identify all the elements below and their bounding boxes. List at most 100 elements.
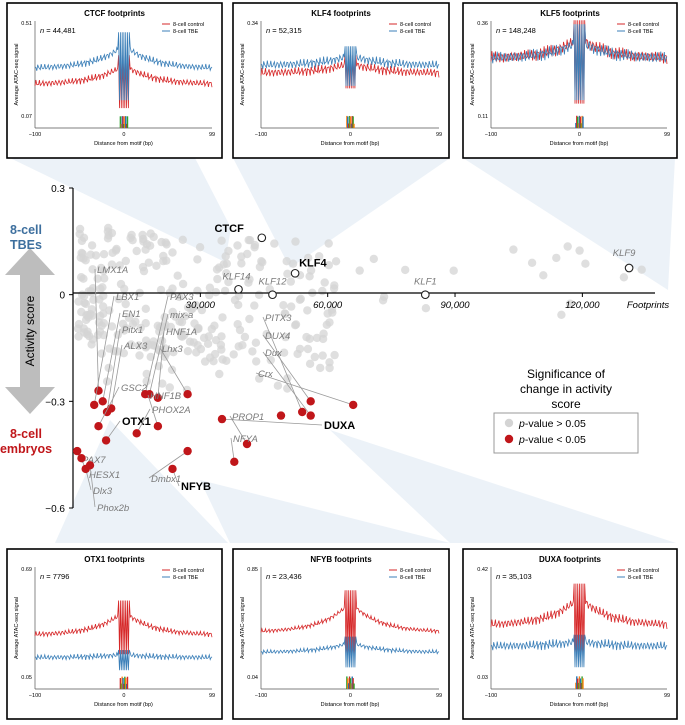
significant-point [98,397,107,406]
nonsignificant-point [318,334,328,344]
inset-title: NFYB footprints [310,555,372,564]
nonsignificant-point [224,277,233,287]
nonsignificant-point [218,313,227,322]
callout-wedge-3 [55,420,228,543]
labeled-point [234,284,243,294]
nonsignificant-point [141,304,150,313]
nonsignificant-point [245,236,255,245]
significant-point-label: LBX1 [116,292,139,303]
legend-box [493,412,639,454]
significant-point-label: NFYA [233,434,258,445]
inset-motif-bar [575,682,577,689]
inset-series-line [490,583,668,657]
nonsignificant-point [159,251,168,261]
significant-point-label: PHOX2A [152,405,191,416]
y-axis-label: Activity score [23,295,37,366]
legend-p-label: p [518,418,525,430]
nonsignificant-point [302,332,311,342]
inset-y-label: Average ATAC-seq signal [240,43,246,105]
inset-legend-label: 8-cell TBE [400,29,426,35]
inset-motif-bar [353,683,355,689]
inset-motif-bar [124,116,126,128]
nonsignificant-point [107,322,117,331]
inset-klf4-footprints: KLF4 footprints 0.34 Average ATAC-seq sign… [232,2,450,159]
inset-motif-bar [349,116,352,128]
nonsignificant-point [161,238,170,247]
nonsignificant-point [279,301,288,310]
nonsignificant-point [180,330,189,340]
nonsignificant-point [102,377,112,386]
nonsignificant-point [282,257,291,266]
significant-point-label: Lhx3 [162,344,183,355]
inset-motif-bar [123,124,125,128]
inset-motif-bar [580,123,582,128]
leader-line [221,418,323,426]
inset-motif-bar [576,116,579,128]
nonsignificant-points [73,223,646,395]
significant-point-label: ALX3 [123,341,148,352]
inset-motif-bar [347,683,350,689]
nonsignificant-point [575,246,584,255]
inset-title: OTX1 footprints [84,555,145,564]
inset-legend-label: 8-cell TBE [173,29,199,35]
inset-y-tick-top: 0.36 [477,21,488,27]
legend-marker-1 [504,434,514,444]
nonsignificant-point [104,223,113,233]
inset-motif-bar [348,676,351,689]
inset-n-label: n = 44,481 [40,26,76,35]
inset-frame [232,2,450,159]
inset-motif-bar [121,676,123,689]
significant-point [85,461,95,470]
nonsignificant-point [203,339,213,348]
inset-x-tick: 0 [578,693,581,699]
significant-point-label: Pitx1 [122,325,143,336]
main-scatter: 0.3 0 −0.3 −0.6 30,000 60,000 90,000 120,000 Foo… [0,184,669,515]
legend-p-label: p [518,434,525,446]
nonsignificant-point [197,305,207,315]
y-tick-label: 0 [59,291,65,302]
inset-panels: CTCF footprints 0.51 0.07 Average ATAC-seq … [6,2,678,720]
inset-motif-bar [350,123,353,128]
inset-motif-bar [578,115,581,128]
nonsignificant-point [281,309,290,319]
nonsignificant-point [177,317,187,327]
nonsignificant-point [565,299,575,308]
leader-line [94,268,99,391]
nonsignificant-point [87,241,97,250]
leader-line [148,450,188,479]
nonsignificant-point [183,347,193,356]
inset-series-line [490,634,668,668]
nonsignificant-point [74,297,83,306]
inset-y-label: Average ATAC-seq signal [240,597,246,659]
nonsignificant-point [238,341,247,350]
nonsignificant-point [75,224,85,234]
inset-y-tick-top: 0.34 [247,21,258,27]
significant-point-label: HNF1A [166,327,197,338]
nonsignificant-point [205,283,215,292]
leader-line [149,313,169,395]
nonsignificant-point [136,323,145,333]
inset-motif-bar [347,678,349,689]
nonsignificant-point [107,260,117,269]
nonsignificant-point [81,299,91,309]
inset-motif-bar [581,115,583,128]
x-tick-label: 120,000 [565,300,600,311]
inset-motif-bar [346,676,348,689]
legend-label-1: p-value < 0.05 [518,434,586,446]
nonsignificant-point [195,243,205,252]
inset-n-italic: n [496,572,500,581]
nonsignificant-point [191,301,201,310]
nonsignificant-point [128,236,137,245]
inset-y-tick-top: 0.69 [21,567,32,573]
nonsignificant-point [251,338,261,347]
labeled-point [257,233,267,243]
inset-title: KLF4 footprints [311,9,371,18]
nonsignificant-point [138,230,147,240]
leader-line [255,372,354,406]
inset-series-line [34,32,213,101]
significant-point-label: Crx [258,369,274,380]
inset-x-label: Distance from motif (bp) [321,702,380,708]
inset-n-label: n = 148,248 [496,26,536,35]
nonsignificant-point [146,352,155,362]
inset-y-label: Average ATAC-seq signal [14,43,20,105]
